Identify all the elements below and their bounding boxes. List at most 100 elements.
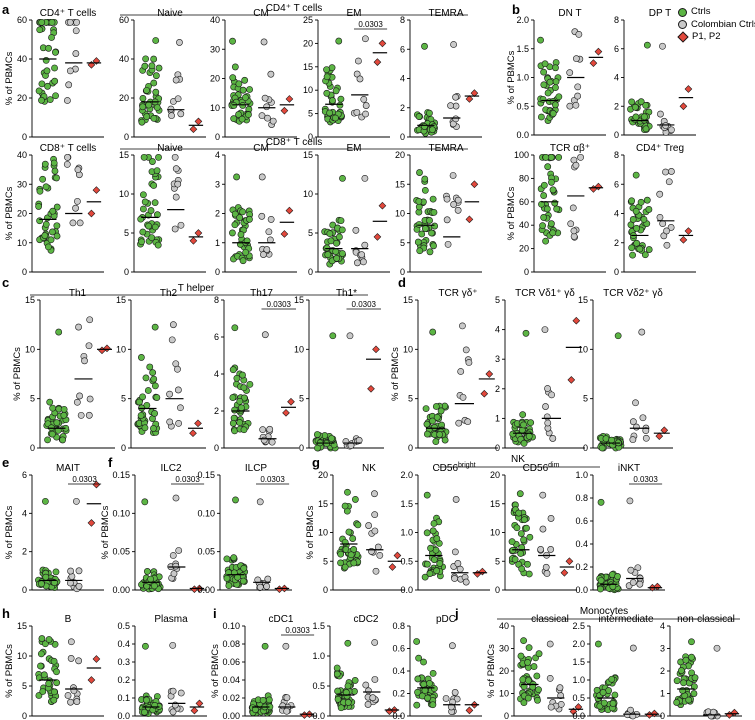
colombian-point	[64, 153, 71, 161]
y-axis-label: % of PBMCs	[4, 644, 15, 698]
ctrl-point	[239, 102, 247, 109]
ctrl-point	[333, 239, 340, 247]
ctrl-point	[139, 191, 147, 199]
ctrl-point	[690, 683, 698, 691]
ctrl-point	[50, 688, 58, 696]
colombian-point	[454, 196, 462, 204]
colombian-point	[444, 240, 452, 248]
colombian-point	[575, 30, 583, 38]
colombian-point	[627, 566, 635, 574]
colombian-point	[572, 55, 580, 63]
patient-point	[87, 519, 96, 527]
ctrl-point	[643, 41, 651, 49]
patient-point	[189, 429, 197, 438]
ctrl-point	[544, 163, 552, 171]
ctrl-point	[347, 551, 355, 559]
y-tick-label: 0.5	[572, 693, 585, 703]
ctrl-point	[236, 214, 244, 222]
ctrl-point	[41, 160, 49, 168]
ctrl-point	[549, 110, 557, 117]
plot-g-26: CD56dim 0 5 10 15 20	[490, 462, 577, 595]
y-tick-label: 1	[215, 238, 220, 248]
y-tick-label: 0.5	[400, 556, 413, 566]
ctrl-point	[344, 699, 352, 706]
y-tick-label: 0	[215, 267, 220, 277]
plot-a-7: CM 0 1 2 3 4	[215, 143, 297, 277]
colombian-point	[548, 391, 556, 399]
y-tick-label: 10	[499, 689, 509, 699]
y-tick-label: 15	[119, 150, 129, 160]
patient-point	[373, 58, 382, 66]
ctrl-point	[424, 694, 431, 702]
y-tick-label: 1.0	[575, 470, 588, 480]
ctrl-point	[335, 37, 343, 45]
y-tick-label: 0.3	[117, 657, 130, 667]
legend-item-colombian: Colombian Ctrls	[678, 19, 755, 32]
ctrl-point	[628, 98, 636, 106]
y-tick-label: 15	[25, 295, 35, 305]
colombian-point	[73, 398, 81, 406]
colombian-point	[450, 41, 458, 48]
colombian-point	[372, 567, 380, 575]
ctrl-point	[333, 664, 341, 672]
ctrl-point	[337, 704, 345, 712]
ctrl-point	[429, 417, 436, 425]
ctrl-point	[636, 245, 644, 253]
colombian-point	[166, 418, 174, 426]
y-tick-label: 20	[519, 244, 529, 254]
ctrl-point	[632, 207, 640, 215]
colombian-point	[353, 108, 361, 116]
ctrl-point	[433, 567, 440, 575]
plot-j-33: classical 0 10 20 30 40 % of PBMCs	[486, 614, 586, 720]
y-tick-label: 10	[17, 238, 27, 248]
patient-point	[280, 230, 289, 238]
y-tick-label: 0.5	[516, 101, 529, 111]
ctrl-point	[137, 354, 145, 361]
colombian-point	[169, 321, 177, 329]
y-tick-label: 0.5	[117, 621, 130, 631]
colombian-point	[629, 579, 637, 586]
ctrl-point	[60, 411, 68, 419]
plot-title: cDC1	[268, 614, 293, 625]
colombian-point	[537, 546, 545, 553]
colombian-point	[462, 578, 470, 586]
ctrl-point	[141, 708, 148, 716]
y-tick-label: 15	[318, 499, 328, 509]
y-tick-label: 0	[30, 443, 35, 453]
ctrl-point	[149, 158, 156, 165]
colombian-point	[66, 67, 74, 75]
y-tick-label: 0.0	[117, 711, 130, 720]
y-tick-label: 2.0	[400, 470, 413, 480]
patient-point	[393, 551, 402, 560]
ctrl-point	[329, 332, 337, 340]
colombian-point	[76, 219, 84, 227]
y-tick-label: 0.4	[575, 539, 588, 549]
ctrl-point	[642, 125, 650, 133]
y-tick-label: 0	[299, 443, 304, 453]
ctrl-point	[142, 55, 150, 63]
plot-title: DP T	[649, 8, 671, 19]
ctrl-point	[229, 394, 237, 401]
ctrl-point	[38, 635, 46, 642]
plot-title: cDC2	[353, 614, 378, 625]
colombian-point	[65, 81, 73, 89]
ctrl-point	[241, 76, 249, 84]
y-tick-label: 5	[495, 295, 500, 305]
ctrl-point	[141, 62, 149, 70]
group-title-cd8: CD8⁺ T cells	[266, 137, 323, 148]
ctrl-point	[682, 656, 690, 664]
colombian-point	[454, 560, 462, 567]
y-tick-label: 15	[303, 62, 313, 72]
colombian-point	[362, 681, 370, 689]
y-tick-label: 40	[17, 54, 27, 64]
ctrl-point	[422, 405, 430, 412]
ctrl-point	[151, 582, 158, 590]
y-tick-label: 1.0	[516, 73, 529, 83]
ctrl-point	[524, 694, 532, 702]
plot-title: Th17	[250, 288, 273, 299]
y-tick-label: 8	[614, 15, 619, 25]
y-tick-label: 0	[22, 132, 27, 142]
ctrl-point	[140, 153, 148, 161]
ctrl-point	[48, 34, 55, 41]
ctrl-point	[51, 579, 58, 587]
